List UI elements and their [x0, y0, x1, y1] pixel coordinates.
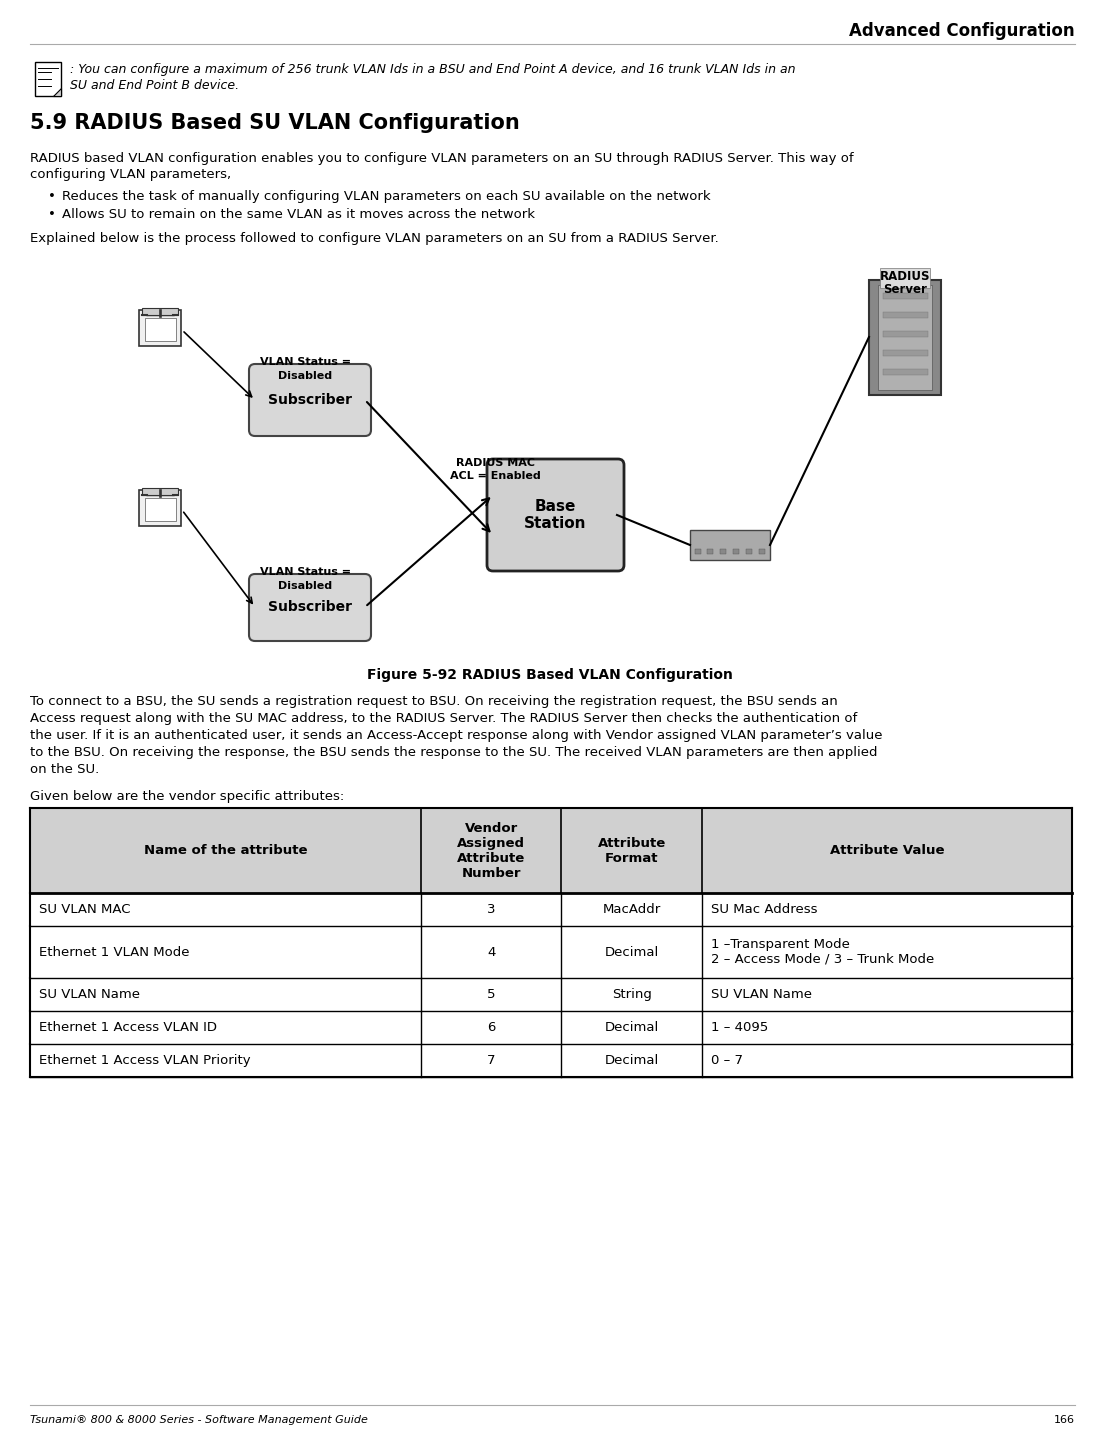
Text: to the BSU. On receiving the response, the BSU sends the response to the SU. The: to the BSU. On receiving the response, t…: [30, 746, 877, 759]
Text: Ethernet 1 Access VLAN ID: Ethernet 1 Access VLAN ID: [39, 1020, 217, 1035]
FancyBboxPatch shape: [146, 490, 174, 494]
Text: SU VLAN MAC: SU VLAN MAC: [39, 903, 131, 916]
Text: on the SU.: on the SU.: [30, 763, 99, 776]
Text: Decimal: Decimal: [604, 946, 658, 959]
FancyBboxPatch shape: [35, 61, 61, 96]
Text: SU and End Point B device.: SU and End Point B device.: [70, 79, 239, 91]
FancyBboxPatch shape: [690, 530, 770, 560]
Text: Explained below is the process followed to configure VLAN parameters on an SU fr: Explained below is the process followed …: [30, 231, 719, 244]
Text: RADIUS based VLAN configuration enables you to configure VLAN parameters on an S: RADIUS based VLAN configuration enables …: [30, 151, 853, 164]
FancyBboxPatch shape: [733, 549, 739, 554]
Text: the user. If it is an authenticated user, it sends an Access-Accept response alo: the user. If it is an authenticated user…: [30, 729, 883, 742]
Text: Subscriber: Subscriber: [268, 393, 352, 407]
Text: 166: 166: [1054, 1415, 1075, 1425]
Text: configuring VLAN parameters,: configuring VLAN parameters,: [30, 169, 231, 181]
Text: 1 –Transparent Mode
2 – Access Mode / 3 – Trunk Mode: 1 –Transparent Mode 2 – Access Mode / 3 …: [711, 937, 935, 966]
Text: SU VLAN Name: SU VLAN Name: [711, 987, 813, 1000]
FancyBboxPatch shape: [883, 369, 928, 374]
Text: 3: 3: [487, 903, 495, 916]
Text: 6: 6: [487, 1020, 495, 1035]
Text: Figure 5-92 RADIUS Based VLAN Configuration: Figure 5-92 RADIUS Based VLAN Configurat…: [367, 667, 733, 682]
FancyBboxPatch shape: [142, 487, 178, 494]
Text: String: String: [612, 987, 652, 1000]
FancyBboxPatch shape: [759, 549, 765, 554]
Text: 4: 4: [487, 946, 495, 959]
FancyBboxPatch shape: [145, 319, 176, 342]
FancyBboxPatch shape: [695, 549, 701, 554]
Text: Given below are the vendor specific attributes:: Given below are the vendor specific attr…: [30, 790, 345, 803]
Text: Advanced Configuration: Advanced Configuration: [849, 21, 1075, 40]
Text: Base
Station: Base Station: [524, 499, 586, 532]
Text: Disabled: Disabled: [277, 372, 333, 382]
Text: Server: Server: [883, 283, 927, 296]
FancyBboxPatch shape: [487, 459, 624, 572]
Text: Name of the attribute: Name of the attribute: [143, 845, 307, 857]
FancyBboxPatch shape: [145, 497, 176, 522]
Text: To connect to a BSU, the SU sends a registration request to BSU. On receiving th: To connect to a BSU, the SU sends a regi…: [30, 694, 838, 707]
Text: 5.9 RADIUS Based SU VLAN Configuration: 5.9 RADIUS Based SU VLAN Configuration: [30, 113, 520, 133]
Text: Access request along with the SU MAC address, to the RADIUS Server. The RADIUS S: Access request along with the SU MAC add…: [30, 712, 858, 725]
Text: Decimal: Decimal: [604, 1020, 658, 1035]
FancyBboxPatch shape: [249, 574, 371, 642]
Text: VLAN Status =: VLAN Status =: [260, 567, 350, 577]
Text: Decimal: Decimal: [604, 1055, 658, 1067]
FancyBboxPatch shape: [720, 549, 726, 554]
FancyBboxPatch shape: [139, 490, 181, 526]
Text: 0 – 7: 0 – 7: [711, 1055, 743, 1067]
FancyBboxPatch shape: [880, 269, 930, 289]
Text: •: •: [48, 190, 56, 203]
Text: Ethernet 1 Access VLAN Priority: Ethernet 1 Access VLAN Priority: [39, 1055, 251, 1067]
FancyBboxPatch shape: [883, 293, 928, 299]
Text: 7: 7: [487, 1055, 495, 1067]
Text: •: •: [48, 209, 56, 221]
FancyBboxPatch shape: [883, 312, 928, 319]
Text: Tsunami® 800 & 8000 Series - Software Management Guide: Tsunami® 800 & 8000 Series - Software Ma…: [30, 1415, 368, 1425]
FancyBboxPatch shape: [746, 549, 752, 554]
Text: RADIUS: RADIUS: [880, 270, 930, 283]
Text: RADIUS MAC: RADIUS MAC: [456, 459, 534, 469]
FancyBboxPatch shape: [883, 350, 928, 356]
Text: Ethernet 1 VLAN Mode: Ethernet 1 VLAN Mode: [39, 946, 189, 959]
Text: MacAddr: MacAddr: [602, 903, 661, 916]
FancyBboxPatch shape: [877, 284, 933, 390]
Text: Attribute Value: Attribute Value: [830, 845, 945, 857]
FancyBboxPatch shape: [142, 309, 178, 314]
Text: Vendor
Assigned
Attribute
Number: Vendor Assigned Attribute Number: [457, 822, 525, 879]
Text: Disabled: Disabled: [277, 582, 333, 592]
Text: VLAN Status =: VLAN Status =: [260, 357, 350, 367]
Text: SU Mac Address: SU Mac Address: [711, 903, 818, 916]
FancyBboxPatch shape: [30, 807, 1072, 893]
FancyBboxPatch shape: [249, 364, 371, 436]
Text: Attribute
Format: Attribute Format: [598, 836, 666, 865]
Text: 1 – 4095: 1 – 4095: [711, 1020, 768, 1035]
FancyBboxPatch shape: [869, 280, 941, 394]
Text: : You can configure a maximum of 256 trunk VLAN Ids in a BSU and End Point A dev: : You can configure a maximum of 256 tru…: [70, 63, 796, 76]
Polygon shape: [53, 89, 61, 96]
FancyBboxPatch shape: [883, 332, 928, 337]
FancyBboxPatch shape: [139, 310, 181, 346]
Text: SU VLAN Name: SU VLAN Name: [39, 987, 140, 1000]
Text: 5: 5: [487, 987, 495, 1000]
FancyBboxPatch shape: [146, 310, 174, 314]
FancyBboxPatch shape: [707, 549, 713, 554]
Text: Allows SU to remain on the same VLAN as it moves across the network: Allows SU to remain on the same VLAN as …: [62, 209, 535, 221]
Text: Reduces the task of manually configuring VLAN parameters on each SU available on: Reduces the task of manually configuring…: [62, 190, 710, 203]
Text: Subscriber: Subscriber: [268, 600, 352, 614]
Text: ACL = Enabled: ACL = Enabled: [449, 472, 541, 482]
